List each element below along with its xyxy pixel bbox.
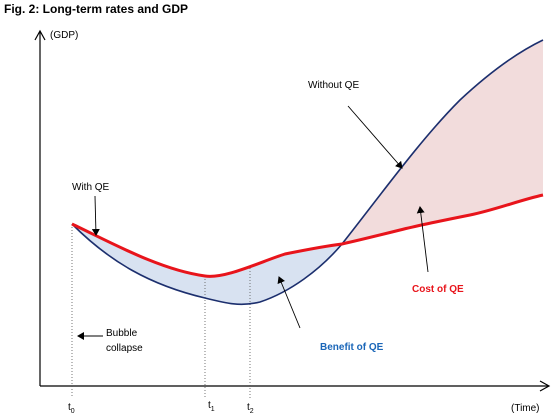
bubble-label-line2: collapse [106, 343, 143, 354]
cost-label: Cost of QE [412, 284, 464, 295]
without-qe-arrow [347, 105, 403, 169]
y-axis-label: (GDP) [50, 30, 78, 41]
bubble-label-line1: Bubble [106, 328, 138, 339]
with-qe-label: With QE [72, 182, 110, 193]
y-axis-arrowhead [34, 29, 46, 41]
without-qe-label: Without QE [308, 80, 359, 91]
benefit-arrow [277, 276, 301, 329]
x-axis-label: (Time) [511, 403, 540, 414]
with-qe-arrow [91, 195, 100, 236]
benefit-label: Benefit of QE [320, 342, 384, 353]
figure-title: Fig. 2: Long-term rates and GDP [4, 2, 189, 16]
benefit-area [72, 224, 342, 305]
without-qe-curve [71, 39, 544, 306]
t2-tick-label: t2 [247, 402, 254, 415]
with-qe-curve [71, 193, 544, 278]
cost-arrow [416, 206, 429, 273]
x-axis-arrowhead [539, 380, 551, 392]
cost-area [342, 40, 543, 244]
t0-tick-label: t0 [68, 402, 75, 415]
t1-tick-label: t1 [208, 400, 215, 413]
